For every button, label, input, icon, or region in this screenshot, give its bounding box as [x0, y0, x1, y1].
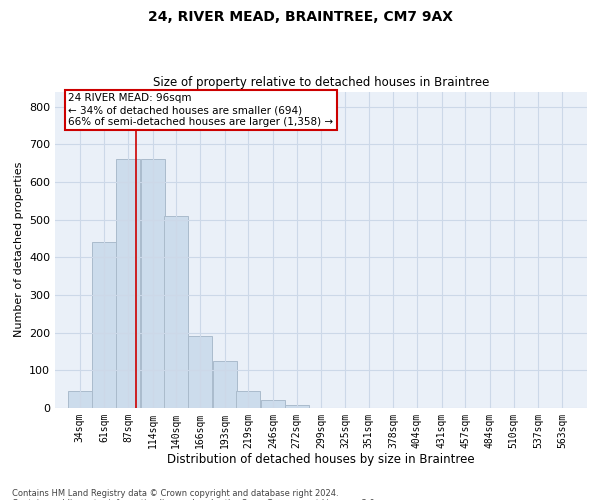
Bar [164, 216, 188, 408]
Bar [116, 160, 140, 408]
Bar [140, 160, 164, 408]
Bar [92, 242, 116, 408]
Title: Size of property relative to detached houses in Braintree: Size of property relative to detached ho… [152, 76, 489, 89]
Bar [188, 336, 212, 408]
Y-axis label: Number of detached properties: Number of detached properties [14, 162, 23, 338]
Bar [284, 405, 308, 408]
X-axis label: Distribution of detached houses by size in Braintree: Distribution of detached houses by size … [167, 454, 475, 466]
Bar [261, 400, 285, 408]
Text: 24 RIVER MEAD: 96sqm
← 34% of detached houses are smaller (694)
66% of semi-deta: 24 RIVER MEAD: 96sqm ← 34% of detached h… [68, 94, 334, 126]
Text: 24, RIVER MEAD, BRAINTREE, CM7 9AX: 24, RIVER MEAD, BRAINTREE, CM7 9AX [148, 10, 452, 24]
Text: Contains public sector information licensed under the Open Government Licence v3: Contains public sector information licen… [12, 498, 377, 500]
Bar [212, 361, 236, 408]
Bar [236, 391, 260, 408]
Bar [68, 391, 92, 408]
Text: Contains HM Land Registry data © Crown copyright and database right 2024.: Contains HM Land Registry data © Crown c… [12, 488, 338, 498]
